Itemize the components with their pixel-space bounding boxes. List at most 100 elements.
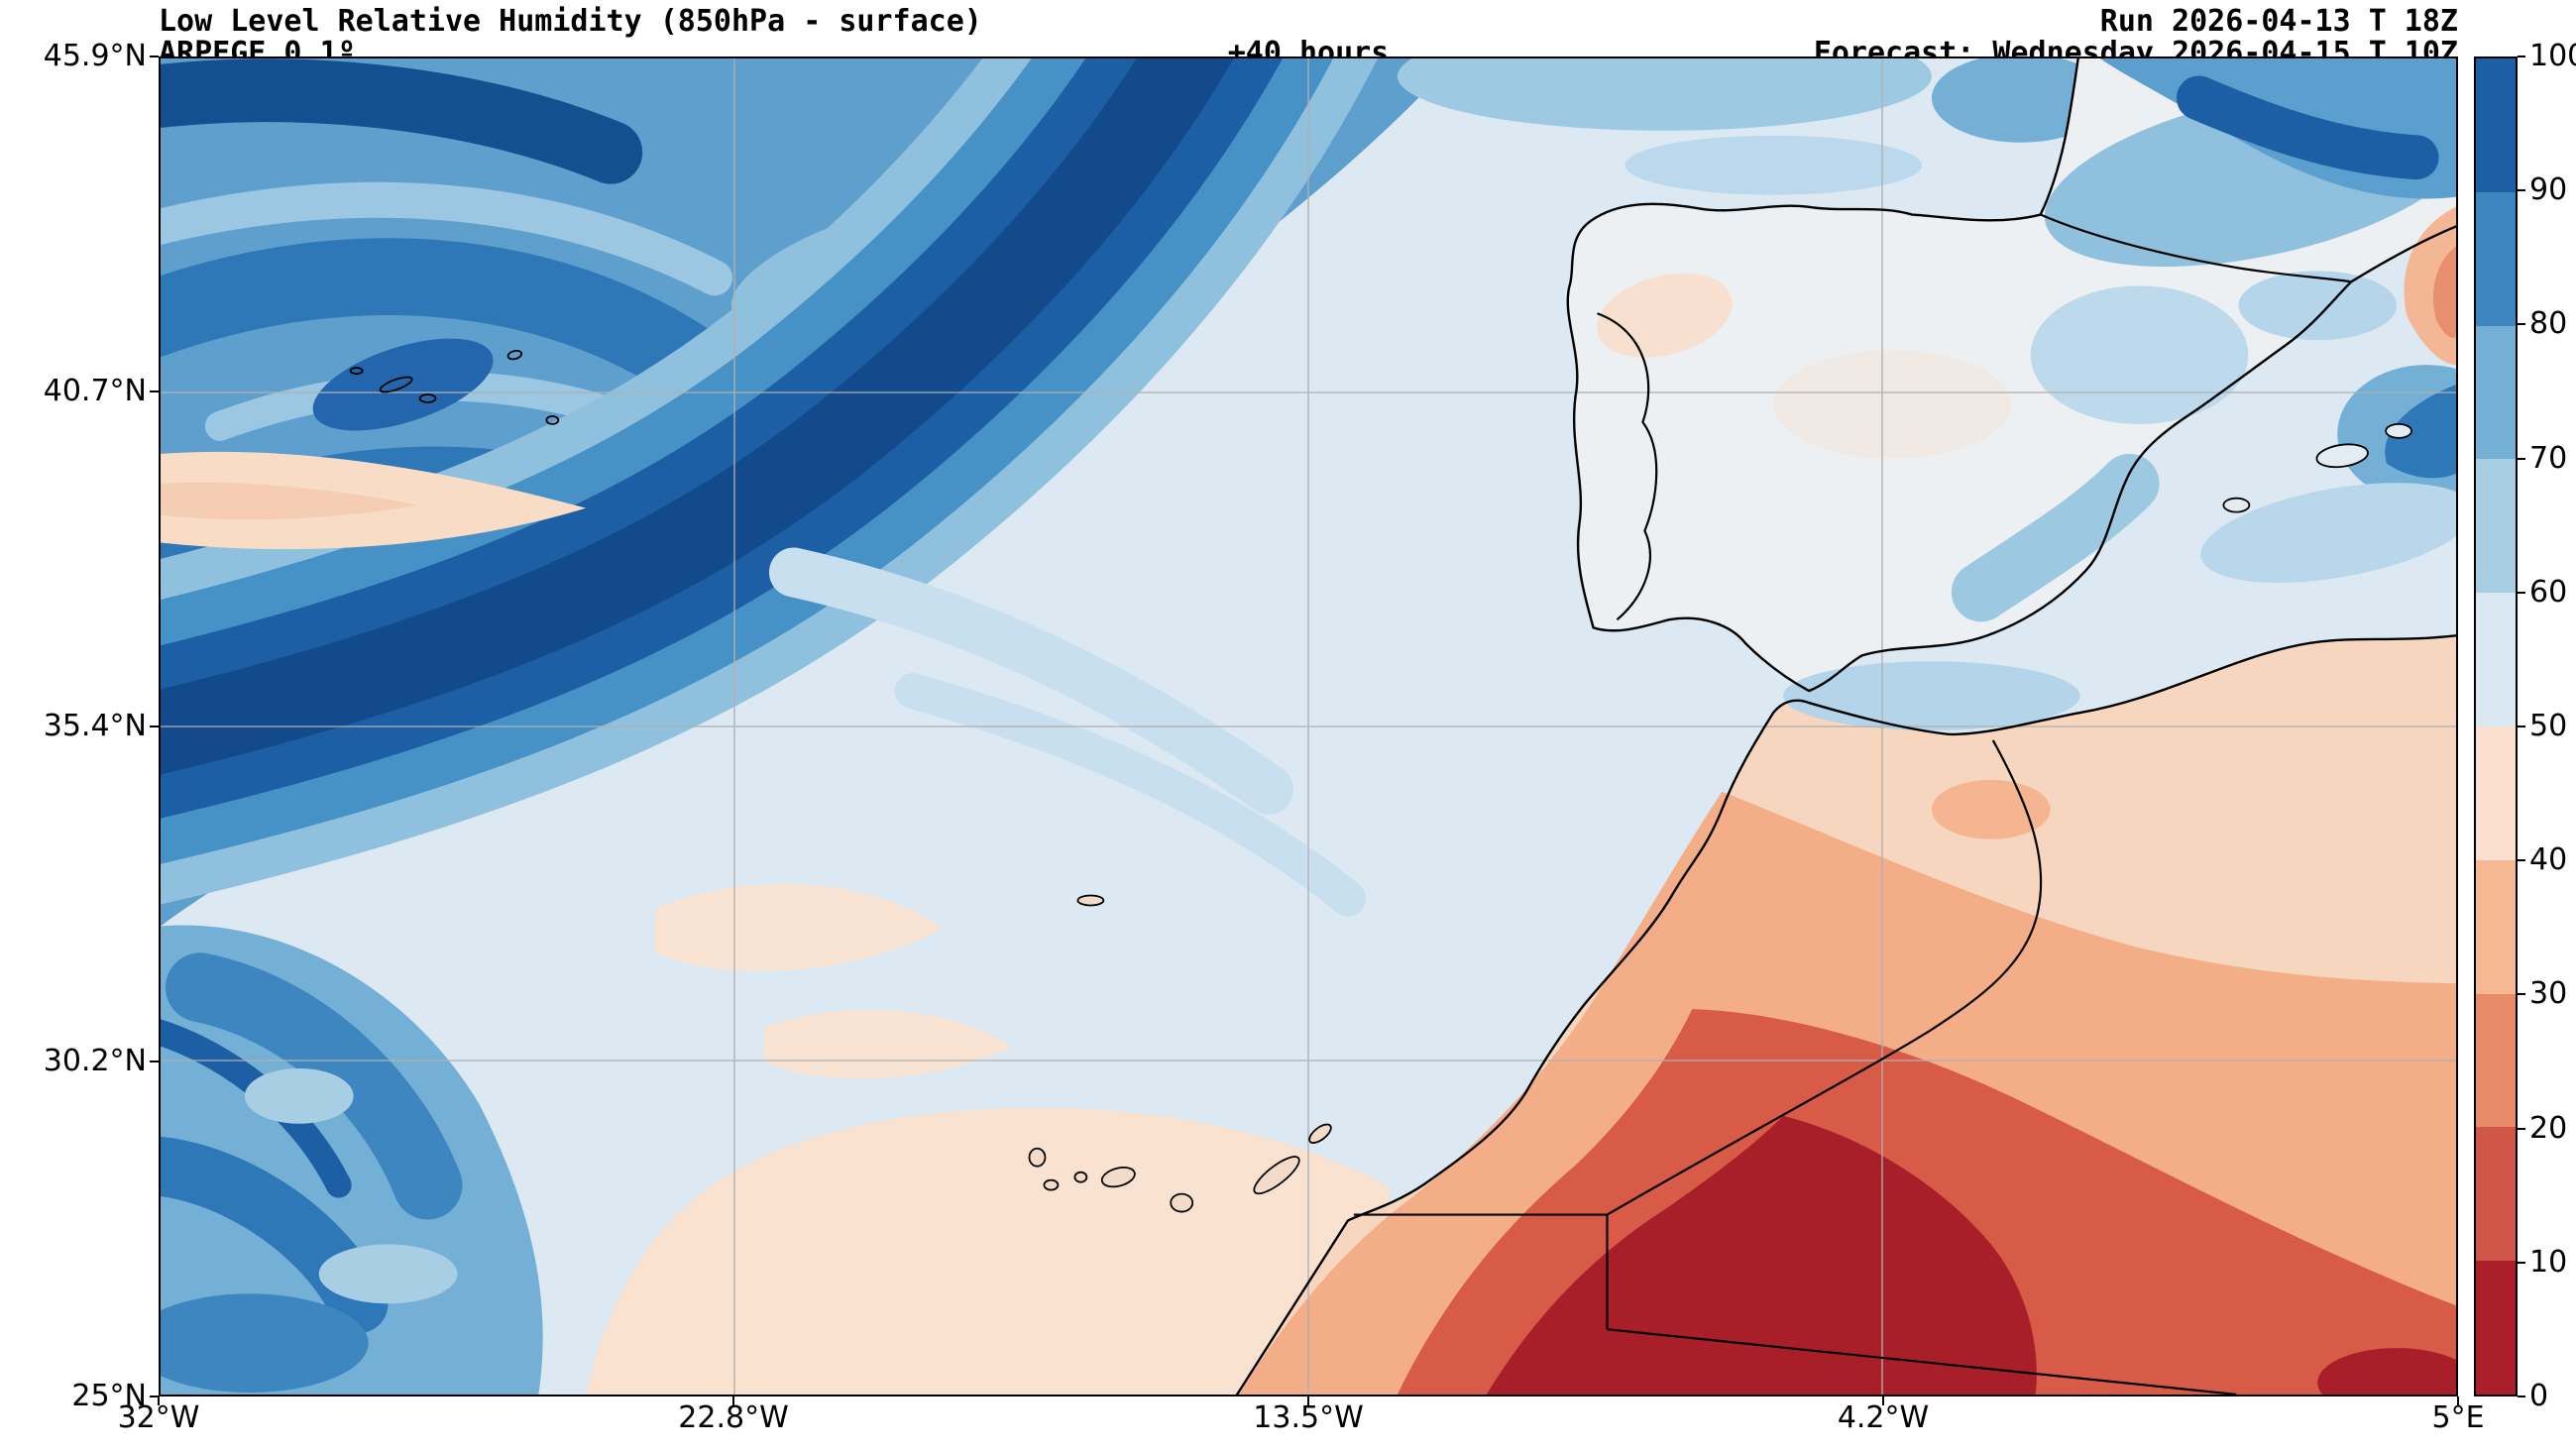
x-tick-mark xyxy=(158,1396,160,1405)
gran-canaria-island xyxy=(1170,1192,1194,1213)
humidity-map xyxy=(161,58,2456,1395)
colorbar-tick-mark xyxy=(2518,1127,2525,1130)
colorbar-cell xyxy=(2476,191,2516,326)
x-tick-mark xyxy=(1882,1396,1884,1405)
east-edge-dark-blue xyxy=(2385,385,2456,479)
y-tick-mark xyxy=(150,56,159,57)
biscay-blue xyxy=(1931,58,2110,143)
y-tick-label: 35.4°N xyxy=(43,709,147,743)
y-tick-label: 40.7°N xyxy=(43,374,147,408)
colorbar-cell xyxy=(2476,1127,2516,1262)
ne-spain-light-blue xyxy=(2030,285,2249,424)
menorca-island xyxy=(2385,423,2412,439)
morocco-algeria-border xyxy=(1606,739,2043,1216)
colorbar-tick-label: 10 xyxy=(2529,1244,2568,1280)
colorbar-tick-label: 30 xyxy=(2529,976,2568,1012)
colorbar-tick-label: 60 xyxy=(2529,574,2568,610)
colorbar-tick-mark xyxy=(2518,993,2525,996)
western-sahara-border xyxy=(1353,1213,1609,1330)
sw-light-hole-1 xyxy=(244,1067,354,1124)
coastlines xyxy=(1235,58,2456,1395)
sw-dark-blob xyxy=(161,1293,369,1393)
colorbar-tick-label: 50 xyxy=(2529,709,2568,743)
se-spain-blue-streak xyxy=(1951,453,2160,622)
algeria-mauritania-border xyxy=(1607,1328,2237,1395)
colorbar-tick-label: 80 xyxy=(2529,306,2568,342)
east-edge-orange-core xyxy=(2432,246,2456,338)
azores-island-3 xyxy=(349,367,364,375)
nw-dark-arc-1 xyxy=(161,238,758,423)
x-tick-mark xyxy=(2457,1396,2459,1405)
centre-filament-2 xyxy=(894,673,1366,917)
south-centre-dry-band xyxy=(586,1107,1417,1395)
cantabrian-light-blue xyxy=(1624,135,1922,195)
x-tick-label: 5°E xyxy=(2431,1400,2485,1435)
la-palma-island xyxy=(1028,1147,1047,1168)
colorbar-tick-label: 20 xyxy=(2529,1110,2568,1146)
portugal-spain-border xyxy=(1597,312,1658,621)
alboran-sea-light-blue xyxy=(1783,661,2080,730)
tenerife-island xyxy=(1100,1167,1136,1188)
balearic-sea-light-blue xyxy=(2200,483,2456,583)
x-tick-mark xyxy=(1307,1396,1309,1405)
nw-light-arc-1 xyxy=(161,181,733,296)
nw-navy-blob xyxy=(312,338,494,431)
west-edge-dry-core xyxy=(161,482,418,520)
colorbar-tick-mark xyxy=(2518,457,2525,460)
pyrenees-light-blue xyxy=(2238,271,2398,341)
colorbar-cell xyxy=(2476,459,2516,594)
x-tick-label: 13.5°W xyxy=(1253,1400,1364,1435)
x-tick-mark xyxy=(732,1396,734,1405)
colorbar-cell xyxy=(2476,593,2516,726)
centre-dry-streak-1 xyxy=(655,883,943,971)
iberia-coastline xyxy=(1566,58,2456,693)
y-tick-mark xyxy=(150,726,159,727)
colorbar xyxy=(2474,56,2518,1396)
y-tick-label: 45.9°N xyxy=(43,39,147,73)
moist-band-core xyxy=(161,58,1234,775)
colorbar-tick-label: 90 xyxy=(2529,172,2568,208)
colorbar-tick-mark xyxy=(2518,189,2525,192)
sw-dark-arc-1 xyxy=(165,952,463,1220)
colorbar-tick-mark xyxy=(2518,323,2525,326)
y-tick-label: 30.2°N xyxy=(43,1044,147,1078)
x-tick-label: 4.2°W xyxy=(1837,1400,1930,1435)
central-spain-peach xyxy=(1773,350,2011,459)
top-centre-light-blue xyxy=(1397,58,1932,131)
azores-island-4 xyxy=(506,349,523,361)
colorbar-tick-mark xyxy=(2518,1396,2525,1397)
y-tick-mark xyxy=(150,1396,159,1397)
y-tick-label: 25°N xyxy=(71,1379,147,1413)
colorbar-tick-label: 100 xyxy=(2529,39,2576,73)
colorbar-tick-mark xyxy=(2518,726,2525,727)
el-hierro-island xyxy=(1043,1178,1060,1191)
colorbar-tick-label: 0 xyxy=(2529,1379,2549,1413)
graticule xyxy=(161,58,2456,1395)
madeira-island xyxy=(1076,894,1105,907)
colorbar-tick-mark xyxy=(2518,591,2525,594)
ibiza-island xyxy=(2222,497,2251,513)
colorbar-tick-mark xyxy=(2518,859,2525,862)
se-corner-dark-red xyxy=(2317,1348,2456,1395)
y-tick-mark xyxy=(150,1061,159,1062)
x-tick-label: 32°W xyxy=(117,1400,200,1435)
map-plot-area xyxy=(159,56,2458,1396)
islands xyxy=(349,349,2412,1213)
la-gomera-island xyxy=(1073,1171,1088,1183)
sahara-dark-red-core xyxy=(1486,1115,2037,1395)
colorbar-cell xyxy=(2476,58,2516,192)
france-navy-streak xyxy=(2176,75,2439,180)
nw-navy-streak xyxy=(161,58,643,184)
colorbar-cell xyxy=(2476,726,2516,860)
centre-filament-1 xyxy=(768,547,1294,815)
country-borders xyxy=(1353,213,2352,1395)
run-label: Run 2026-04-13 T 18Z xyxy=(2099,4,2458,39)
colorbar-tick-label: 40 xyxy=(2529,842,2568,878)
colorbar-cell xyxy=(2476,993,2516,1128)
colorbar-cell xyxy=(2476,325,2516,460)
spain-france-border xyxy=(2040,213,2352,283)
colorbar-tick-mark xyxy=(2518,56,2525,57)
azores-island-2 xyxy=(418,393,437,403)
y-tick-mark xyxy=(150,391,159,392)
sw-light-hole-2 xyxy=(318,1244,458,1304)
